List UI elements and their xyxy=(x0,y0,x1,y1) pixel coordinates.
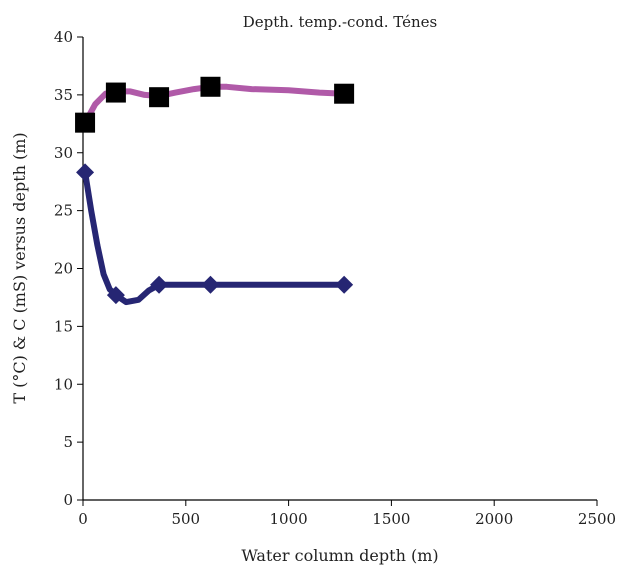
y-tick-label: 30 xyxy=(54,144,73,162)
y-tick-label: 0 xyxy=(63,491,73,509)
x-tick-label: 2500 xyxy=(578,510,616,528)
y-tick-label: 25 xyxy=(54,202,73,220)
y-tick-label: 5 xyxy=(63,433,73,451)
y-tick-label: 40 xyxy=(54,28,73,46)
y-tick-label: 35 xyxy=(54,86,73,104)
series-2-marker-diamond xyxy=(76,163,95,182)
y-tick-label: 10 xyxy=(54,375,73,393)
y-axis-label: T (°C) & C (mS) versus depth (m) xyxy=(10,132,29,403)
series-2-marker-diamond xyxy=(106,286,125,305)
y-tick-label: 15 xyxy=(54,317,73,335)
plot-area: 0 5 10 15 20 25 30 35 40 0 500 1000 1500 2000 2500 xyxy=(54,28,616,528)
series-1-marker-square xyxy=(149,87,170,108)
series-2-marker-diamond xyxy=(150,275,169,294)
x-tick-label: 500 xyxy=(171,510,200,528)
series-1-marker-square xyxy=(75,112,96,133)
series-1-marker-square xyxy=(105,82,126,103)
x-axis-label: Water column depth (m) xyxy=(241,546,438,565)
x-tick-label: 0 xyxy=(78,510,88,528)
x-tick-label: 2000 xyxy=(475,510,513,528)
series-2-marker-diamond xyxy=(201,275,220,294)
y-tick-label: 20 xyxy=(54,260,73,278)
x-tick-label: 1000 xyxy=(270,510,308,528)
chart-title: Depth. temp.-cond. Ténes xyxy=(243,13,437,31)
x-tick-label: 1500 xyxy=(372,510,410,528)
series-1-marker-square xyxy=(334,83,355,104)
series-2-marker-diamond xyxy=(335,275,354,294)
series-1-marker-square xyxy=(200,76,221,97)
